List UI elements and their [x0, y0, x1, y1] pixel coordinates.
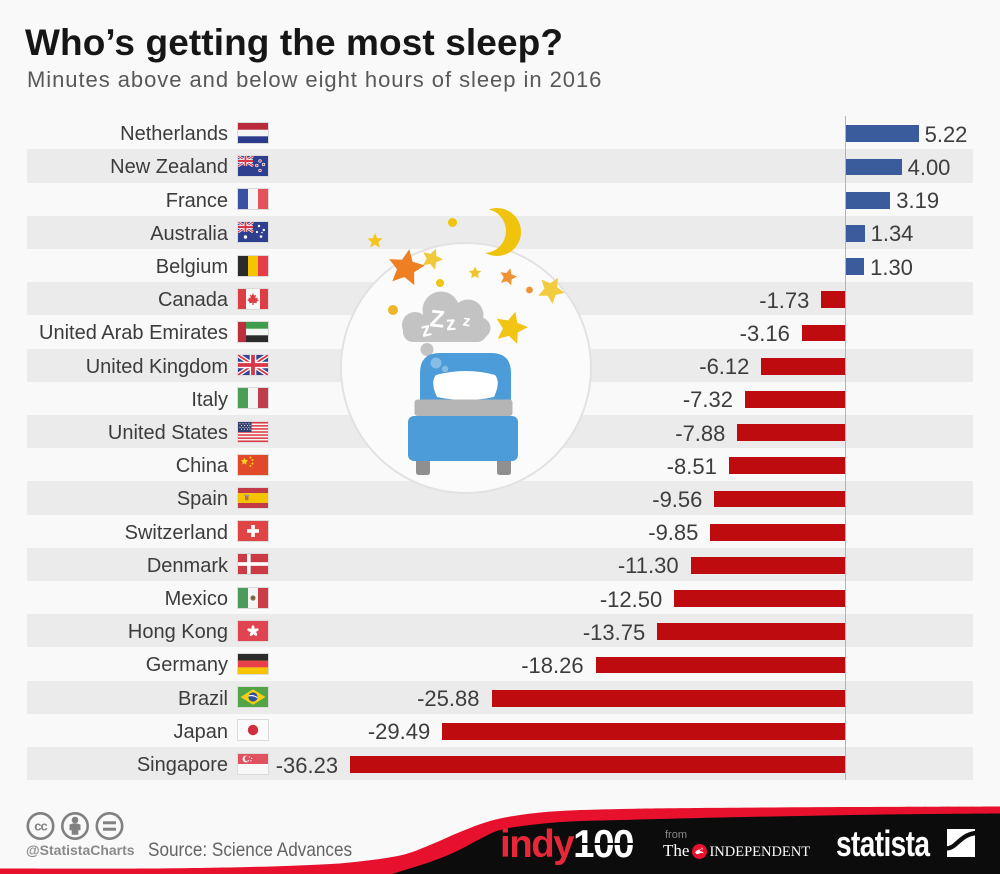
svg-text:Z: Z	[428, 305, 445, 333]
svg-text:cc: cc	[34, 819, 47, 834]
svg-text:z: z	[462, 313, 472, 331]
svg-text:z: z	[445, 313, 457, 336]
